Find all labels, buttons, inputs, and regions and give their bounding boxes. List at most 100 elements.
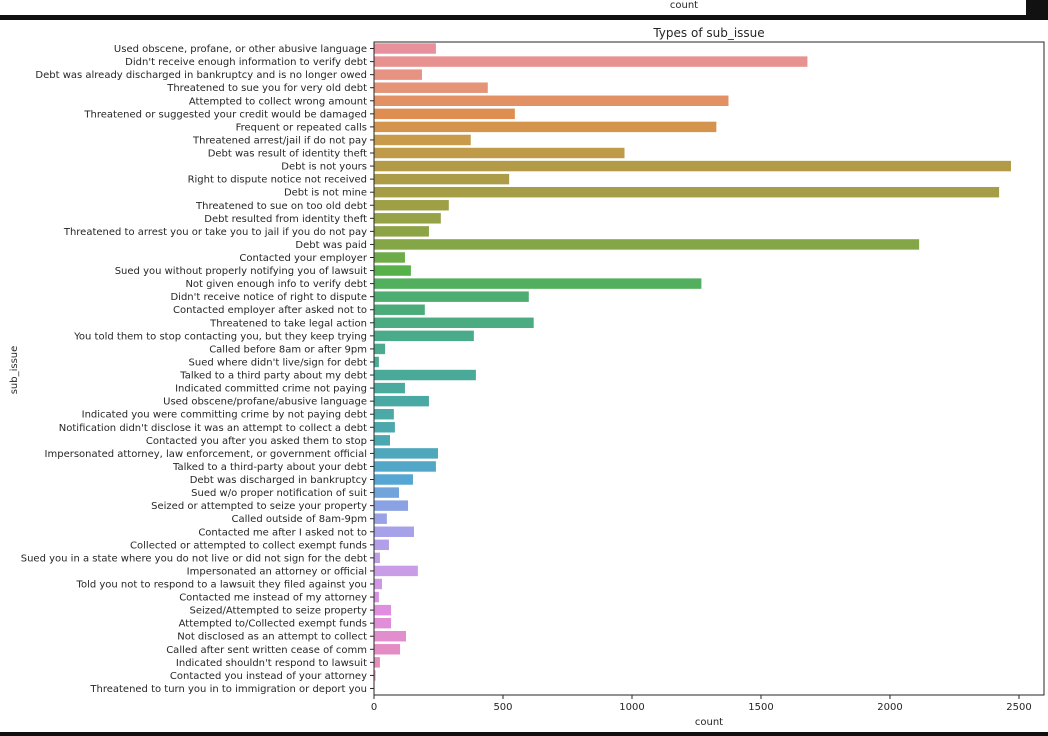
y-tick-label: Threatened to sue on too old debt (195, 201, 367, 212)
top-divider (0, 15, 1048, 20)
bar (374, 591, 379, 603)
bar (374, 69, 422, 80)
y-tick-label: Contacted your employer (239, 253, 367, 264)
bar (374, 343, 386, 355)
y-tick-label: Right to dispute notice not received (188, 175, 367, 186)
bar (374, 461, 436, 472)
bar (374, 317, 534, 329)
bar (374, 604, 392, 616)
y-tick-label: Threatened to sue you for very old debt (166, 83, 367, 94)
y-tick-label: Sued w/o proper notification of suit (191, 488, 367, 499)
x-ticks: 0 500 1000 1500 2000 2500 (371, 695, 1032, 713)
y-tick-label: Not disclosed as an attempt to collect (177, 632, 367, 643)
y-tick-label: Called outside of 8am-9pm (232, 514, 368, 525)
y-tick-label: Debt was already discharged in bankruptc… (35, 70, 367, 81)
bar (374, 186, 1000, 198)
previous-figure-corner (1026, 0, 1048, 17)
bar (374, 121, 717, 133)
bar (374, 578, 382, 590)
y-tick-label: Debt is not yours (281, 162, 367, 173)
y-tick-label: Seized/Attempted to seize property (190, 606, 368, 617)
y-tick-label: Threatened arrest/jail if do not pay (192, 135, 367, 146)
bar (374, 134, 471, 146)
bar (374, 330, 474, 342)
y-tick-label: Threatened to arrest you or take you to … (63, 227, 367, 238)
y-tick-label: Contacted me after I asked not to (198, 527, 367, 538)
y-tick-label: Collected or attempted to collect exempt… (130, 540, 367, 551)
y-tick-label: Didn't receive enough information to ver… (125, 57, 367, 68)
bar (374, 487, 400, 498)
y-tick-label: Debt was result of identity theft (208, 149, 367, 160)
x-tick-label: 1500 (748, 702, 773, 713)
bar (374, 226, 429, 237)
y-tick-label: Contacted you instead of your attorney (170, 671, 367, 682)
y-tick-label: Threatened to take legal action (209, 318, 367, 329)
y-axis-title: sub_issue (9, 346, 20, 395)
bar (374, 56, 808, 67)
y-tick-label: You told them to stop contacting you, bu… (73, 331, 367, 342)
y-tick-label: Threatened to turn you in to immigration… (89, 684, 367, 695)
bar (374, 474, 413, 485)
previous-figure-axis-label: count (669, 0, 699, 11)
y-tick-label: Indicated committed crime not paying (175, 384, 367, 395)
bar (374, 252, 405, 263)
y-tick-label: Debt was paid (295, 240, 367, 251)
bar (374, 200, 449, 211)
bar (374, 265, 411, 276)
y-tick-label: Talked to a third-party about your debt (172, 462, 367, 473)
y-tick-label: Didn't receive notice of right to disput… (170, 292, 367, 303)
axes-frame (373, 41, 1045, 696)
bar (374, 291, 529, 302)
x-tick-label: 0 (371, 702, 377, 713)
y-tick-label: Debt is not mine (284, 188, 367, 199)
y-tick-labels: Used obscene, profane, or other abusive … (21, 44, 374, 695)
bar (374, 644, 401, 655)
y-tick-label: Debt was discharged in bankruptcy (190, 475, 367, 486)
previous-figure-strip: count (0, 0, 1026, 15)
bar (374, 108, 515, 120)
bar (374, 95, 729, 106)
x-tick-label: 2500 (1006, 702, 1031, 713)
y-tick-label: Told you not to respond to a lawsuit the… (76, 579, 367, 590)
bar (374, 657, 380, 668)
y-tick-label: Talked to a third party about my debt (179, 371, 367, 382)
x-tick-label: 1000 (619, 702, 644, 713)
y-tick-label: Attempted to collect wrong amount (189, 96, 367, 107)
bar (374, 43, 436, 54)
bottom-divider (0, 732, 1048, 736)
y-tick-label: Threatened or suggested your credit woul… (83, 109, 367, 120)
bar (374, 239, 920, 250)
y-tick-label: Contacted you after you asked them to st… (146, 436, 367, 447)
bar (374, 513, 387, 524)
bar (374, 213, 441, 224)
y-tick-label: Indicated shouldn't respond to lawsuit (176, 658, 367, 669)
bar (374, 422, 395, 433)
bar (374, 369, 476, 381)
bar (374, 304, 425, 315)
y-tick-label: Sued you without properly notifying you … (115, 266, 367, 277)
y-tick-label: Contacted employer after asked not to (173, 305, 367, 316)
bar (374, 147, 625, 159)
bar (374, 356, 379, 368)
bar (374, 617, 392, 629)
y-tick-label: Impersonated attorney, law enforcement, … (45, 449, 367, 460)
y-tick-label: Used obscene/profane/abusive language (163, 397, 367, 408)
bar (374, 670, 376, 681)
y-tick-label: Frequent or repeated calls (236, 122, 367, 133)
y-tick-label: Sued you in a state where you do not liv… (21, 553, 367, 564)
bars-group (374, 43, 1011, 694)
bar (374, 500, 409, 511)
y-tick-label: Contacted me instead of my attorney (179, 593, 367, 604)
bar (374, 82, 488, 93)
chart-title: Types of sub_issue (652, 26, 764, 40)
y-tick-label: Attempted to/Collected exempt funds (179, 619, 367, 630)
y-tick-label: Notification didn't disclose it was an a… (59, 423, 367, 434)
bar (374, 173, 510, 185)
y-tick-label: Called after sent written cease of comm (166, 645, 367, 656)
bar (374, 382, 405, 394)
x-tick-label: 500 (493, 702, 512, 713)
y-tick-label: Not given enough info to verify debt (185, 279, 367, 290)
bar (374, 448, 438, 459)
y-tick-label: Impersonated an attorney or official (187, 566, 367, 577)
